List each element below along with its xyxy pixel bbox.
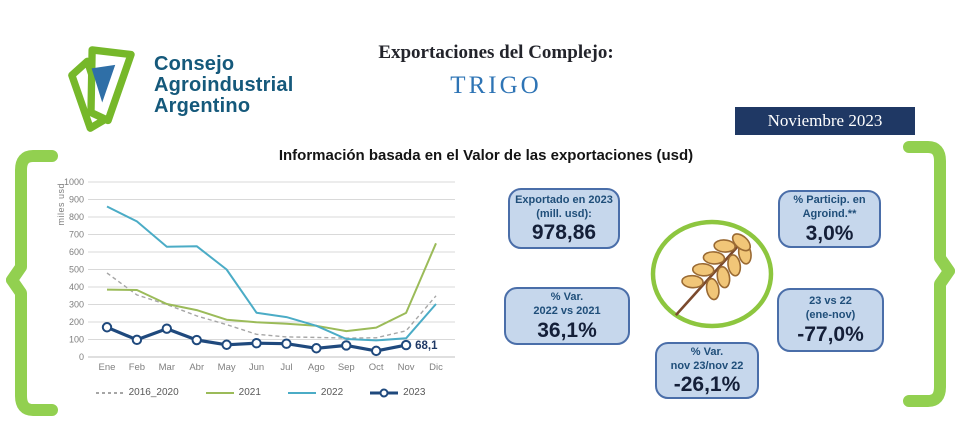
- stat-label: Exportado en 2023 (mill. usd):: [515, 193, 613, 220]
- legend-item-2016_2020: 2016_2020: [95, 387, 179, 398]
- series-2022: [106, 205, 437, 342]
- svg-text:Oct: Oct: [369, 362, 384, 373]
- svg-text:600: 600: [69, 247, 84, 257]
- exports-line-chart: 0 100 200 300 400 500 600 700 800 900 1000 Ene Feb Ma…: [64, 177, 455, 373]
- stat-value: 3,0%: [805, 221, 854, 245]
- series-2021: [106, 242, 437, 333]
- exports-chart-panel: 0 100 200 300 400 500 600 700 800 900 1000 Ene Feb Ma…: [58, 172, 462, 384]
- svg-text:Nov: Nov: [398, 362, 415, 373]
- svg-text:Jun: Jun: [249, 362, 264, 373]
- stat-label: % Var. 2022 vs 2021: [533, 291, 601, 318]
- legend-label: 2021: [238, 387, 261, 398]
- caa-logo: Consejo Agroindustrial Argentino: [58, 38, 293, 139]
- complex-name: TRIGO: [450, 72, 542, 99]
- svg-text:Sep: Sep: [338, 362, 355, 373]
- legend-label: 2022: [320, 387, 344, 398]
- gridlines: 0 100 200 300 400 500 600 700 800 900 1000: [64, 177, 455, 362]
- section-title: Información basada en el Valor de las ex…: [278, 147, 694, 164]
- svg-text:900: 900: [69, 195, 84, 205]
- svg-text:Abr: Abr: [189, 362, 204, 373]
- stat-exported-2023: Exportado en 2023 (mill. usd): 978,86: [508, 188, 620, 249]
- svg-text:1000: 1000: [64, 177, 84, 187]
- legend-item-2023: 2023: [369, 387, 425, 398]
- stat-value: 978,86: [531, 221, 597, 245]
- last-point-annotation: 68,1: [415, 340, 438, 352]
- logo-wordmark: Consejo Agroindustrial Argentino: [154, 38, 293, 117]
- svg-text:Jul: Jul: [280, 362, 292, 373]
- chart-legend: 2016_2020 2021 2022 2023: [58, 387, 462, 398]
- stat-23-vs-22: 23 vs 22 (ene-nov) -77,0%: [777, 288, 884, 352]
- page-title: Exportaciones del Complejo:: [378, 42, 614, 63]
- right-brace-decoration: [901, 141, 955, 407]
- svg-text:800: 800: [69, 212, 84, 222]
- stat-particip-agroind: % Particip. en Agroind.** 3,0%: [778, 190, 881, 248]
- left-brace-decoration: [6, 150, 60, 416]
- stat-label: 23 vs 22 (ene-nov): [805, 295, 856, 322]
- wheat-icon: [648, 218, 776, 331]
- stat-value: -26,1%: [673, 373, 741, 397]
- svg-text:Mar: Mar: [159, 362, 175, 373]
- svg-text:Dic: Dic: [429, 362, 443, 373]
- svg-text:0: 0: [79, 352, 84, 362]
- logo-line-3: Argentino: [154, 95, 251, 117]
- stat-var-2022-vs-2021: % Var. 2022 vs 2021 36,1%: [504, 287, 630, 345]
- stat-var-nov23-nov22: % Var. nov 23/nov 22 -26,1%: [655, 342, 759, 399]
- legend-label: 2023: [403, 387, 426, 398]
- svg-text:200: 200: [69, 317, 84, 327]
- logo-line-1: Consejo: [154, 53, 235, 75]
- svg-text:500: 500: [69, 265, 84, 275]
- caa-logo-icon: [58, 38, 146, 139]
- svg-text:100: 100: [69, 335, 84, 345]
- legend-item-2022: 2022: [287, 387, 343, 398]
- x-axis-labels: Ene Feb Mar Abr May Jun Jul Ago Sep Oct Nov Dic: [99, 362, 444, 373]
- svg-text:Feb: Feb: [129, 362, 145, 373]
- svg-text:700: 700: [69, 230, 84, 240]
- legend-item-2021: 2021: [205, 387, 261, 398]
- svg-text:Ago: Ago: [308, 362, 325, 373]
- svg-text:May: May: [218, 362, 236, 373]
- svg-text:Ene: Ene: [99, 362, 116, 373]
- stat-value: 36,1%: [537, 318, 597, 342]
- stat-label: % Var. nov 23/nov 22: [670, 345, 744, 372]
- svg-text:300: 300: [69, 300, 84, 310]
- page-header: Exportaciones del Complejo: TRIGO: [286, 42, 706, 100]
- logo-line-2: Agroindustrial: [154, 74, 294, 96]
- series-2016_2020: [106, 272, 437, 339]
- svg-text:400: 400: [69, 282, 84, 292]
- period-badge: Noviembre 2023: [735, 107, 915, 135]
- stat-label: % Particip. en Agroind.**: [793, 194, 866, 221]
- legend-label: 2016_2020: [128, 387, 179, 398]
- series-2023: [101, 322, 412, 357]
- stat-value: -77,0%: [797, 322, 864, 346]
